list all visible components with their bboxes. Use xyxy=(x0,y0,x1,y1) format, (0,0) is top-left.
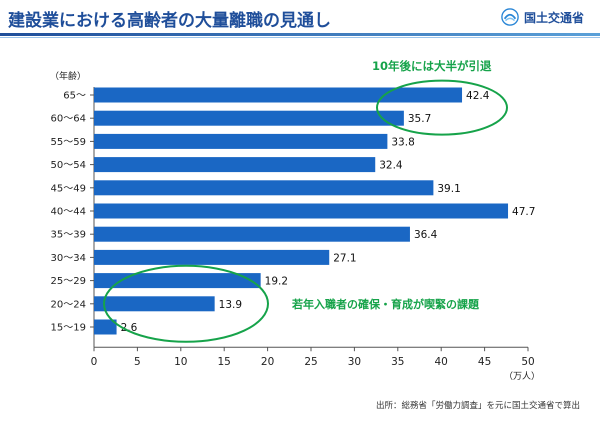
annotation-text-1: 若年入職者の確保・育成が喫緊の課題 xyxy=(292,297,480,311)
category-label-2: 55～59 xyxy=(51,137,86,148)
category-label-3: 50～54 xyxy=(51,160,86,171)
annotation-text-0: 10年後には大半が引退 xyxy=(372,59,492,73)
data-label-0: 42.4 xyxy=(466,90,490,102)
bar-3 xyxy=(94,157,376,173)
x-tick-label-5: 25 xyxy=(304,356,317,368)
x-tick-label-10: 50 xyxy=(521,356,534,368)
bar-6 xyxy=(94,226,410,242)
data-label-10: 2.6 xyxy=(121,322,138,334)
category-label-6: 35～39 xyxy=(51,230,86,241)
bar-1 xyxy=(94,110,404,126)
x-tick-label-6: 30 xyxy=(348,356,361,368)
x-tick-label-1: 5 xyxy=(134,356,141,368)
data-label-9: 13.9 xyxy=(219,299,242,311)
page-title: 建設業における高齢者の大量離職の見通し xyxy=(8,11,331,31)
bar-4 xyxy=(94,180,434,196)
header: 建設業における高齢者の大量離職の見通し 国土交通省 xyxy=(0,0,600,36)
category-label-4: 45～49 xyxy=(51,183,86,194)
logo: 国土交通省 xyxy=(501,7,584,27)
y-axis-label: （年齢） xyxy=(50,70,86,82)
x-tick-label-3: 15 xyxy=(218,356,231,368)
header-rule-thin xyxy=(0,37,600,38)
data-label-3: 32.4 xyxy=(379,160,403,172)
x-axis-label: （万人） xyxy=(504,371,540,382)
header-rule xyxy=(0,33,600,36)
data-label-6: 36.4 xyxy=(414,229,438,241)
bar-5 xyxy=(94,203,509,219)
data-label-7: 27.1 xyxy=(333,252,356,264)
bar-2 xyxy=(94,133,388,149)
source-note: 出所：総務省「労働力調査」を元に国土交通省で算出 xyxy=(375,401,580,411)
category-label-0: 65～ xyxy=(63,91,86,102)
category-label-8: 25～29 xyxy=(51,276,86,287)
logo-text: 国土交通省 xyxy=(523,10,584,25)
bar-0 xyxy=(94,87,463,103)
data-label-2: 33.8 xyxy=(391,136,414,148)
bar-8 xyxy=(94,273,261,289)
bar-7 xyxy=(94,249,330,265)
x-tick-label-7: 35 xyxy=(391,356,404,368)
category-label-1: 60～64 xyxy=(51,114,86,125)
bar-9 xyxy=(94,296,215,312)
x-tick-label-9: 45 xyxy=(478,356,491,368)
x-tick-label-4: 20 xyxy=(261,356,274,368)
bar-10 xyxy=(94,319,117,335)
data-label-1: 35.7 xyxy=(408,113,431,125)
annotation-ellipse-0 xyxy=(376,79,508,136)
x-tick-label-0: 0 xyxy=(91,356,98,368)
data-label-5: 47.7 xyxy=(512,206,535,218)
mlit-logo-icon xyxy=(501,8,519,26)
data-label-4: 39.1 xyxy=(437,183,460,195)
category-label-10: 15～19 xyxy=(51,323,86,334)
x-tick-label-8: 40 xyxy=(435,356,448,368)
annotation-ellipse-1 xyxy=(103,264,269,343)
category-label-9: 20～24 xyxy=(51,299,86,310)
category-label-7: 30～34 xyxy=(51,253,86,264)
x-tick-label-2: 10 xyxy=(174,356,187,368)
data-label-8: 19.2 xyxy=(265,276,288,288)
category-label-5: 40～44 xyxy=(51,207,86,218)
